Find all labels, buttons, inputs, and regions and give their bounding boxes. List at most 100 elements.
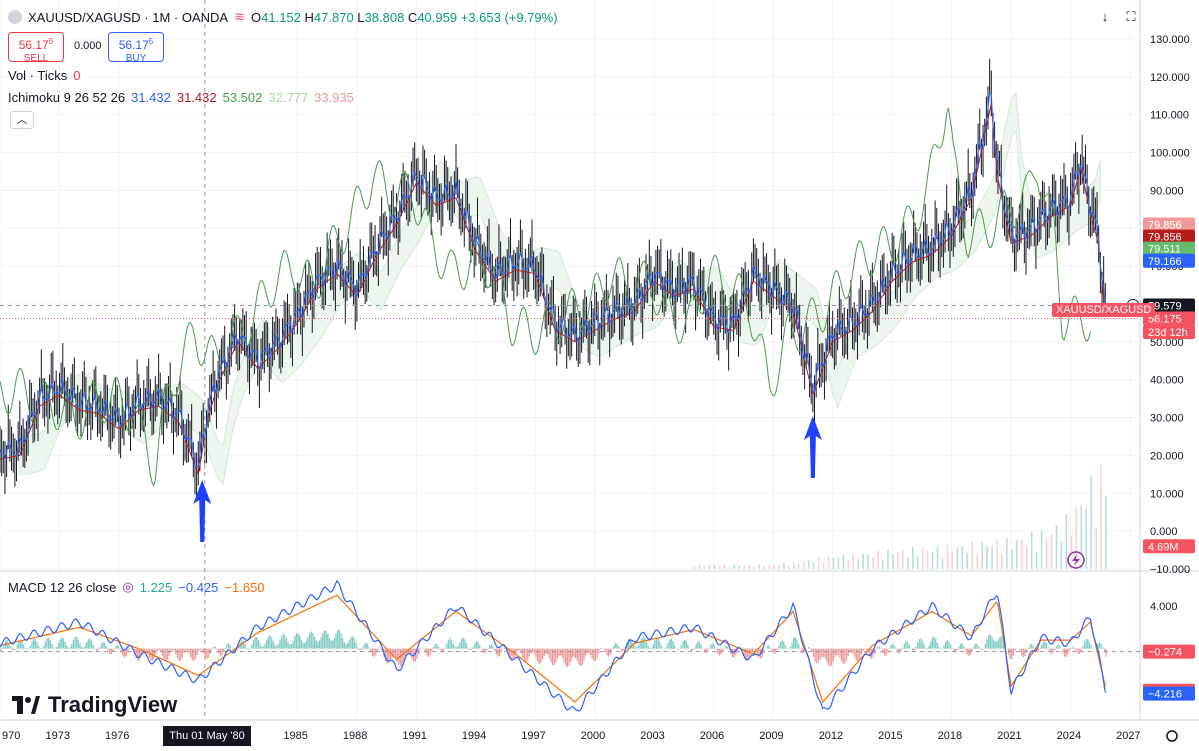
fullscreen-icon[interactable]: ⛶ xyxy=(1126,9,1136,24)
macd-histogram-bar xyxy=(523,648,526,662)
volume-bar xyxy=(1035,551,1038,569)
macd-histogram-bar xyxy=(247,648,250,650)
macd-histogram-bar xyxy=(503,647,506,649)
svg-text:79.166: 79.166 xyxy=(1148,256,1182,268)
macd-histogram-bar xyxy=(530,648,532,654)
macd-histogram-bar xyxy=(811,648,813,652)
macd-histogram-bar xyxy=(371,648,374,656)
time-tick-label: 2021 xyxy=(997,730,1021,742)
data-window-icon[interactable]: ≋ xyxy=(234,9,245,24)
sell-button[interactable]: 56.175 SELL xyxy=(8,32,64,64)
volume-bar xyxy=(991,546,993,569)
macd-histogram-bar xyxy=(525,648,527,663)
volume-bar xyxy=(912,547,914,569)
macd-histogram-bar xyxy=(860,648,863,655)
macd-histogram-bar xyxy=(198,648,200,652)
macd-histogram-bar xyxy=(745,648,747,659)
macd-histogram-bar xyxy=(705,648,707,654)
macd-histogram-bar xyxy=(310,631,312,649)
macd-histogram-bar xyxy=(1072,646,1074,649)
download-icon[interactable]: ↓ xyxy=(1101,9,1109,24)
macd-histogram-bar xyxy=(766,645,768,649)
macd-histogram-bar xyxy=(160,648,162,653)
macd-histogram-bar xyxy=(384,648,387,662)
symbol-title[interactable]: XAUUSD/XAGUSD · 1M · OANDA xyxy=(28,9,229,25)
macd-histogram-bar xyxy=(315,640,317,649)
volume-bar xyxy=(778,565,780,569)
macd-histogram-bar xyxy=(933,636,935,649)
ichimoku-legend[interactable]: Ichimoku 9 26 52 26 31.432 31.432 53.502… xyxy=(8,90,354,105)
macd-histogram-bar xyxy=(631,640,633,649)
price-tick-label: 120.000 xyxy=(1150,72,1190,84)
macd-histogram-bar xyxy=(819,648,821,660)
macd-histogram-bar xyxy=(90,640,93,649)
macd-histogram-bar xyxy=(887,648,889,653)
macd-histogram-bar xyxy=(624,647,626,649)
macd-histogram-bar xyxy=(1055,646,1058,649)
macd-histogram-bar xyxy=(801,648,803,653)
price-axis-tag: 4.69M xyxy=(1143,539,1195,554)
macd-histogram-bar xyxy=(515,648,517,654)
arrow-annotation-2011 xyxy=(803,416,822,478)
volume-legend[interactable]: Vol · Ticks 0 xyxy=(8,68,80,83)
macd-histogram-bar xyxy=(408,648,410,654)
open-value: 41.152 xyxy=(261,9,301,25)
macd-histogram-bar xyxy=(816,648,818,664)
macd-histogram-bar xyxy=(92,644,94,649)
macd-histogram-bar xyxy=(290,643,293,649)
macd-histogram-bar xyxy=(117,645,119,649)
macd-histogram-bar xyxy=(956,648,958,651)
macd-histogram-bar xyxy=(869,648,871,657)
macd-histogram-bar xyxy=(123,648,126,658)
volume-bar xyxy=(1011,549,1013,569)
macd-histogram-bar xyxy=(350,637,352,649)
macd-histogram-bar xyxy=(87,639,89,649)
macd-histogram-bar xyxy=(208,648,210,658)
macd-histogram-bar xyxy=(156,648,159,651)
macd-histogram-bar xyxy=(1021,648,1023,656)
macd-settings-icon[interactable]: ◎ xyxy=(122,579,134,594)
macd-histogram-bar xyxy=(500,648,502,653)
macd-histogram-bar xyxy=(457,645,459,649)
macd-histogram-bar xyxy=(424,648,426,653)
macd-histogram-bar xyxy=(1022,648,1024,658)
macd-histogram-bar xyxy=(594,648,597,661)
macd-histogram-bar xyxy=(252,640,255,649)
macd-histogram-bar xyxy=(528,648,530,657)
macd-histogram-bar xyxy=(616,643,618,649)
macd-histogram-bar xyxy=(981,648,983,651)
buy-button[interactable]: 56.175 BUY xyxy=(108,32,164,64)
macd-histogram-bar xyxy=(660,645,663,649)
volume-bar xyxy=(802,561,805,569)
macd-histogram-bar xyxy=(707,648,709,652)
macd-histogram-bar xyxy=(1098,642,1100,649)
macd-histogram-bar xyxy=(228,643,230,649)
macd-histogram-bar xyxy=(163,648,165,660)
macd-histogram-bar xyxy=(62,638,65,649)
macd-histogram-bar xyxy=(206,648,208,660)
macd-histogram-bar xyxy=(541,648,544,660)
ichimoku-value-5: 33.935 xyxy=(314,90,354,105)
macd-histogram-bar xyxy=(1042,642,1044,649)
volume-bar xyxy=(887,549,889,569)
macd-histogram-bar xyxy=(647,646,649,649)
collapse-legend-button[interactable]: ︿ xyxy=(10,111,34,129)
time-tick-label: 1997 xyxy=(521,730,545,742)
macd-legend[interactable]: MACD 12 26 close ◎ 1.225 −0.425 −1.650 xyxy=(8,579,265,595)
macd-histogram-bar xyxy=(753,648,755,651)
volume-bar xyxy=(966,553,969,569)
volume-bar xyxy=(951,552,954,569)
macd-histogram-bar xyxy=(684,639,686,649)
macd-histogram-bar xyxy=(264,643,266,649)
volume-bar xyxy=(1105,495,1107,569)
macd-histogram-bar xyxy=(251,644,253,649)
macd-histogram-bar xyxy=(614,643,616,649)
time-tick-label: 970 xyxy=(2,730,20,742)
volume-bar xyxy=(693,566,696,569)
macd-histogram-bar xyxy=(44,642,46,649)
macd-histogram-bar xyxy=(221,648,223,656)
macd-histogram-bar xyxy=(650,647,653,649)
macd-histogram-bar xyxy=(297,633,299,649)
gear-icon[interactable] xyxy=(1166,730,1178,742)
